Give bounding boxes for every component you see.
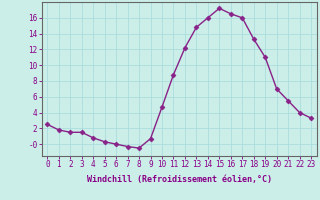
X-axis label: Windchill (Refroidissement éolien,°C): Windchill (Refroidissement éolien,°C) [87,175,272,184]
